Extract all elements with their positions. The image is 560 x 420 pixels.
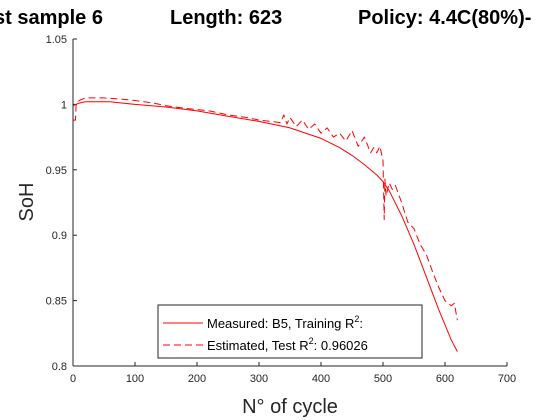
legend: Measured: B5, Training R2: Estimated, Te… <box>157 304 423 359</box>
series-layer <box>72 97 458 352</box>
x-tick-label: 700 <box>498 373 516 385</box>
title-part-sample: st sample 6 <box>0 7 103 29</box>
legend-estimated-sup: 2 <box>309 336 314 346</box>
series-line-estimated <box>73 97 458 321</box>
series-line-measured <box>72 101 458 352</box>
x-tick-label: 0 <box>70 373 76 385</box>
title-part-policy: Policy: 4.4C(80%)- <box>358 7 531 29</box>
y-axis: 0.8 0.85 0.9 0.95 1 1.05 <box>46 34 77 373</box>
y-tick-label: 0.9 <box>52 230 67 242</box>
legend-label-estimated: Estimated, Test R2: 0.96026 <box>207 336 368 353</box>
legend-measured-sup: 2 <box>354 314 359 324</box>
x-axis: 0 100 200 300 400 500 600 700 <box>70 362 516 385</box>
y-tick-label: 0.95 <box>46 165 67 177</box>
x-tick-label: 100 <box>126 373 144 385</box>
legend-estimated-name: Estimated, Test R <box>207 338 309 353</box>
y-axis-label: SoH <box>16 183 38 222</box>
legend-box <box>157 304 423 359</box>
legend-label-measured: Measured: B5, Training R2: <box>207 314 363 331</box>
x-axis-label: N° of cycle <box>242 396 338 418</box>
legend-measured-suffix: : <box>359 316 363 331</box>
legend-estimated-suffix: : 0.96026 <box>314 338 368 353</box>
y-tick-label: 1.05 <box>46 34 67 46</box>
chart-title: st sample 6 Length: 623 Policy: 4.4C(80%… <box>0 7 531 29</box>
x-tick-label: 500 <box>374 373 392 385</box>
x-tick-label: 600 <box>436 373 454 385</box>
title-part-length: Length: 623 <box>170 7 282 29</box>
x-tick-label: 400 <box>312 373 330 385</box>
y-tick-label: 0.8 <box>52 361 67 373</box>
x-tick-label: 200 <box>188 373 206 385</box>
y-tick-label: 0.85 <box>46 296 67 308</box>
legend-measured-name: Measured: B5, Training R <box>207 316 354 331</box>
y-tick-label: 1 <box>61 99 67 111</box>
x-tick-label: 300 <box>250 373 268 385</box>
